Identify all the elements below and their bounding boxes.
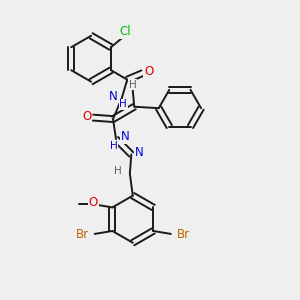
Text: O: O [82,110,91,123]
Text: N: N [121,130,130,143]
Text: O: O [88,196,98,209]
Text: N: N [135,146,144,159]
Text: H: H [119,99,127,110]
Text: H: H [114,166,122,176]
Text: Br: Br [177,228,190,241]
Text: Cl: Cl [119,25,131,38]
Text: Br: Br [76,228,89,241]
Text: H: H [129,80,137,90]
Text: H: H [110,141,118,151]
Text: O: O [144,65,154,78]
Text: N: N [109,90,117,103]
